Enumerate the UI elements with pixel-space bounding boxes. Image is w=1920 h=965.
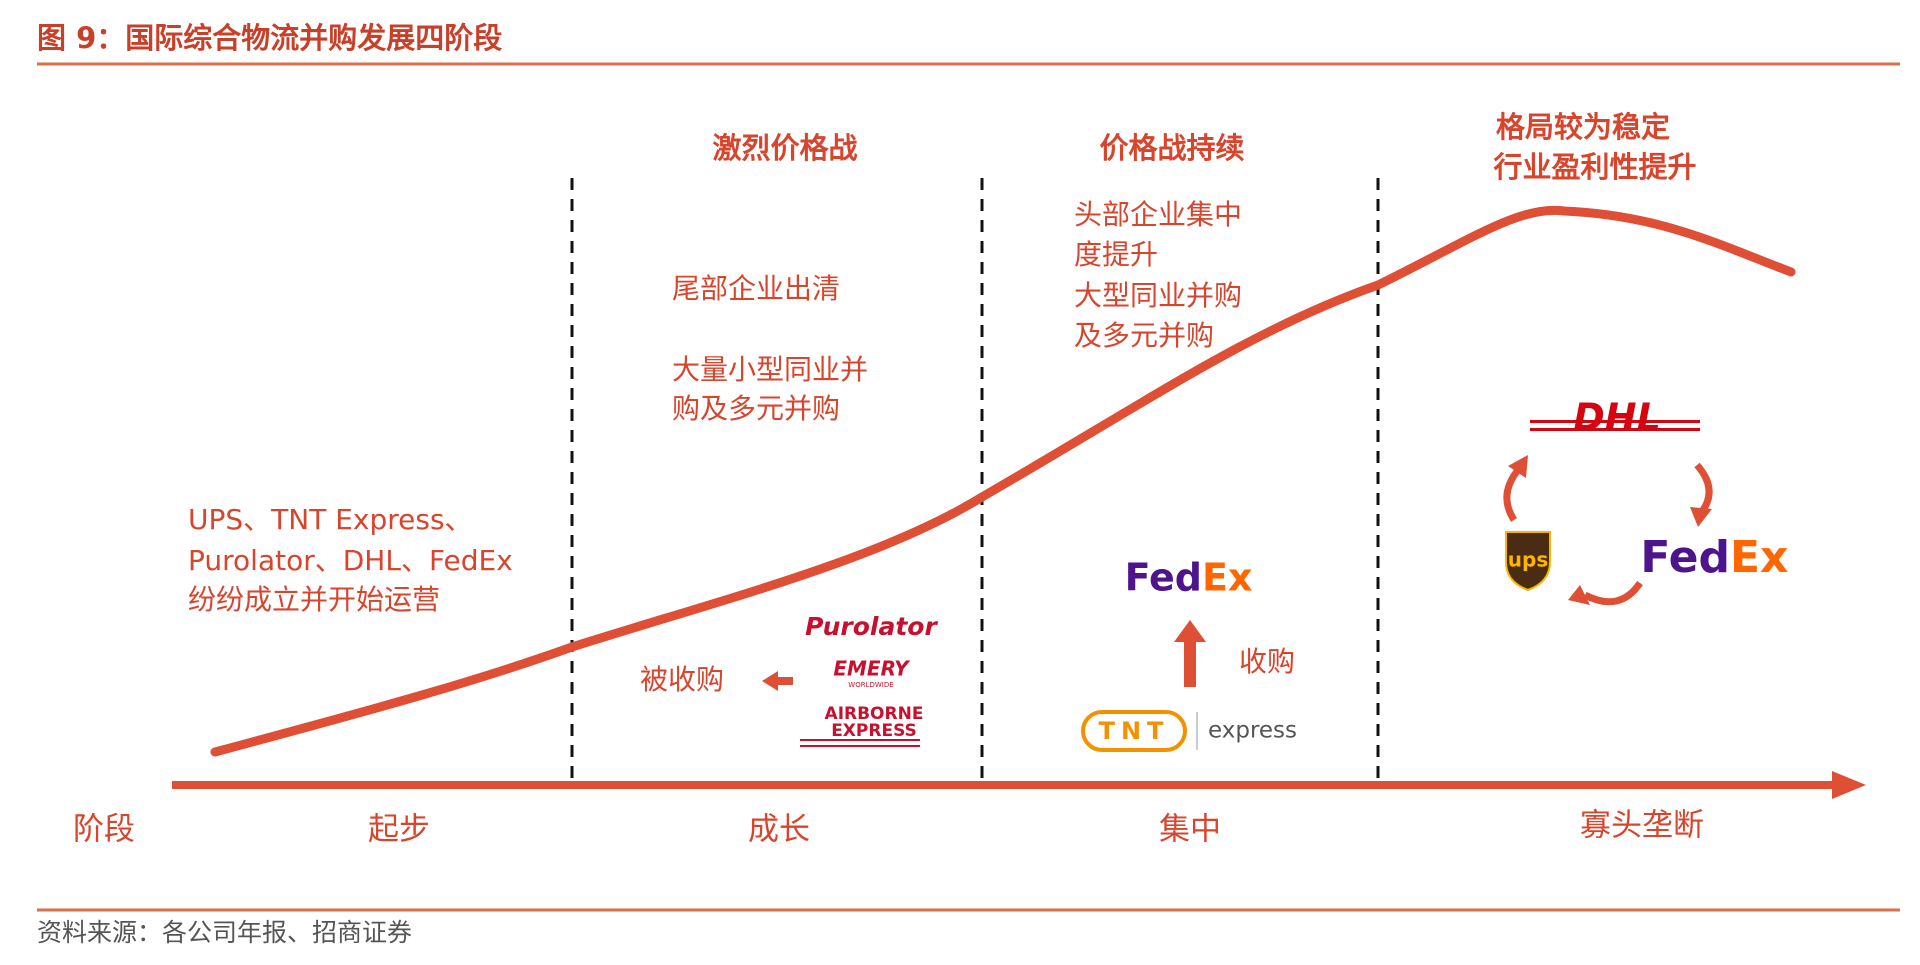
startup-text: UPS、TNT Express、 [188, 503, 473, 536]
concentration-text: 大型同业并购 [1074, 279, 1242, 312]
phase-heading: 激烈价格战 [712, 131, 857, 165]
purolator-logo: Purolator [805, 612, 938, 641]
phase-heading: 格局较为稳定 [1496, 110, 1670, 144]
growth-curve [210, 205, 1796, 757]
growth-text: 尾部企业出清 [672, 272, 840, 305]
acquired-arrow [762, 671, 793, 691]
fedex-ex: Ex [1202, 556, 1252, 600]
phase-heading: 行业盈利性提升 [1492, 150, 1696, 184]
dhl-logo: DHL [1573, 396, 1661, 440]
dividers [570, 178, 1380, 780]
source: 资料来源：各公司年报、招商证券 [37, 918, 412, 947]
startup-text: Purolator、DHL、FedEx [188, 544, 513, 577]
stage-label: 寡头垄断 [1580, 808, 1704, 844]
acquired-label: 被收购 [640, 663, 724, 696]
startup-text: 纷纷成立并开始运营 [188, 583, 440, 616]
growth-text: 购及多元并购 [672, 392, 840, 425]
airborne-stripes [800, 739, 920, 747]
growth-text: 大量小型同业并 [672, 353, 868, 386]
ups-shield [1505, 531, 1551, 592]
tnt-badge [1081, 710, 1187, 752]
tnt-logo: TNT [1099, 717, 1170, 745]
axis-label: 阶段 [73, 812, 135, 848]
phase-heading: 价格战持续 [1099, 131, 1244, 165]
airborne-sub: EXPRESS [831, 721, 917, 741]
concentration-text: 及多元并购 [1074, 319, 1214, 352]
emery-sub: WORLDWIDE [848, 681, 893, 689]
emery-logo: EMERY [833, 657, 911, 681]
concentration-text: 度提升 [1074, 238, 1158, 271]
fedex-ex: Ex [1730, 532, 1788, 583]
stage-label: 成长 [748, 812, 810, 848]
airborne-logo: AIRBORNE [825, 704, 924, 724]
acquire-label: 收购 [1239, 645, 1295, 678]
stage-label: 起步 [368, 812, 430, 848]
fedex-fed: Fed [1125, 556, 1202, 600]
axis-arrowhead [1832, 771, 1866, 799]
dhl-stripes [1530, 420, 1700, 431]
ups-logo: ups [1508, 548, 1548, 572]
stage-label: 集中 [1159, 812, 1221, 848]
tnt-express: express [1208, 718, 1297, 744]
concentration-text: 头部企业集中 [1074, 198, 1242, 231]
acquire-arrow [1174, 620, 1206, 687]
title: 图 9：国际综合物流并购发展四阶段 [37, 21, 502, 55]
fedex-fed: Fed [1640, 532, 1730, 583]
cycle-heads [1508, 455, 1712, 605]
